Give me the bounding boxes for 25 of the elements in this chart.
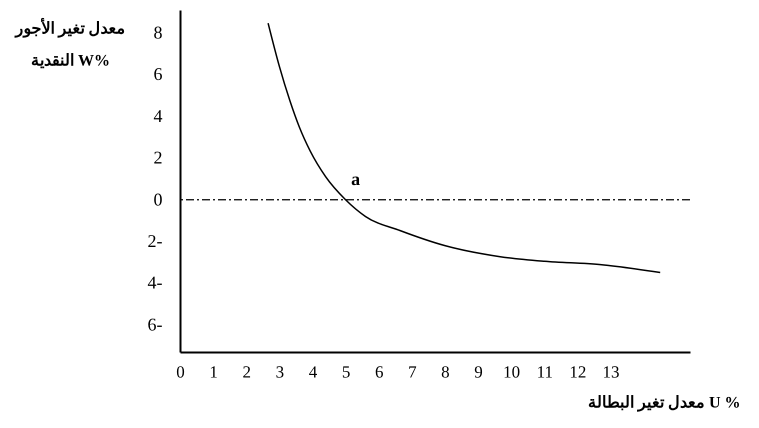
y-tick-label: 8 — [154, 22, 162, 42]
x-tick-label: 13 — [602, 362, 620, 382]
x-tick-label: 3 — [276, 362, 284, 382]
y-axis-title: معدل تغير الأجور النقدية W% — [14, 18, 126, 70]
x-tick-label: 0 — [176, 362, 185, 382]
x-tick-label: 9 — [474, 362, 483, 382]
x-tick-label: 1 — [209, 362, 218, 382]
x-tick-label: 12 — [569, 362, 586, 382]
x-tick-label: 5 — [342, 362, 350, 382]
y-tick-label: 2 — [154, 148, 162, 168]
y-tick-label: 2- — [148, 230, 162, 251]
x-tick-label: 10 — [503, 362, 520, 382]
y-tick-label: 6 — [154, 64, 162, 84]
x-axis-title: معدل تغير البطالة U % — [588, 394, 740, 412]
y-tick-label: 6- — [148, 314, 162, 334]
x-tick-label: 8 — [441, 362, 450, 382]
x-tick-label: 4 — [308, 362, 318, 382]
x-tick-label: 6 — [374, 362, 384, 382]
x-tick-label: 7 — [408, 362, 418, 382]
annotation: a — [351, 168, 360, 189]
y-tick-label: 4- — [148, 272, 162, 293]
x-tick-label: 11 — [536, 362, 553, 382]
y-tick-label: 0 — [154, 189, 162, 210]
y-tick-label: 4 — [154, 106, 162, 126]
x-tick-label: 2 — [242, 362, 251, 382]
